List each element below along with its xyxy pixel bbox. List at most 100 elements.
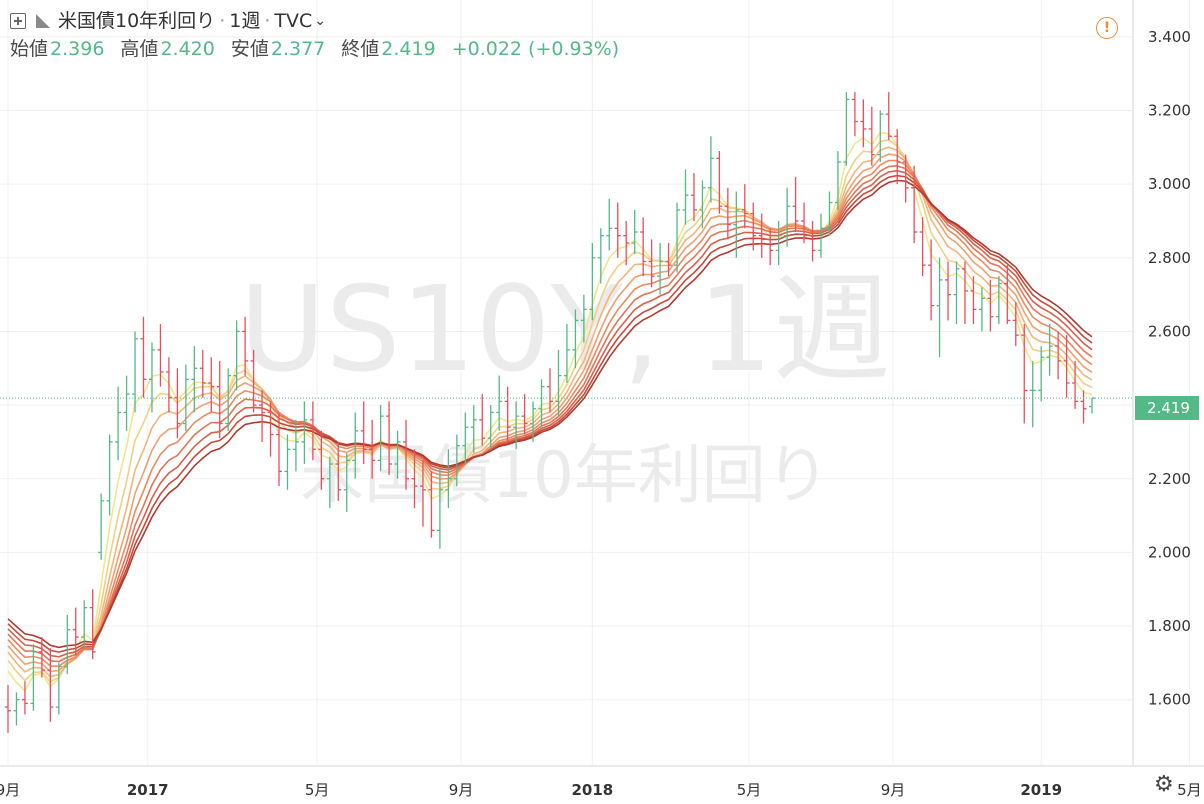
ohlc-bar <box>30 644 37 711</box>
ohlc-bar <box>1063 335 1070 398</box>
price-axis[interactable]: 3.4003.2003.0002.8002.6002.4002.2002.000… <box>1148 28 1191 709</box>
ema-line <box>7 159 1093 667</box>
ema-line <box>7 169 1093 658</box>
ohlc-bar <box>733 191 740 258</box>
plus-icon[interactable] <box>10 13 26 29</box>
ohlc-bar <box>970 276 977 325</box>
last-price-tag: 2.419 <box>1135 396 1199 420</box>
ohlc-bar <box>1038 346 1045 402</box>
ohlc-bar <box>1080 390 1087 424</box>
price-tick-label: 2.600 <box>1148 322 1191 340</box>
low-label: 安値 <box>230 38 269 60</box>
symbol-row: 米国債10年利回り · 1週 · TVC ⌄ <box>10 8 635 34</box>
ohlc-bar <box>724 187 731 240</box>
open-value: 2.396 <box>50 38 105 60</box>
ohlc-bar <box>530 401 537 442</box>
ema-line <box>7 153 1093 673</box>
ohlc-bar <box>343 452 350 512</box>
ohlc-bar <box>1055 331 1062 380</box>
ohlc-bar <box>1021 324 1028 424</box>
ohlc-bar <box>623 220 630 266</box>
watermark: US10Y, 1週 米国債10年利回り <box>239 260 891 513</box>
ohlc-bar <box>682 169 689 225</box>
ohlc-bar <box>580 294 587 343</box>
high-label: 高値 <box>120 38 159 60</box>
ohlc-legend: 始値 2.396 高値 2.420 安値 2.377 終値 2.419 +0.022 (… <box>10 36 635 62</box>
time-axis[interactable]: 9月 2017 5月 9月 2018 5月 9月 2019 5月 <box>0 781 1202 799</box>
ohlc-bar <box>64 615 71 674</box>
ohlc-bar <box>919 217 926 277</box>
ohlc-bar <box>961 261 968 325</box>
ohlc-bar <box>47 648 54 722</box>
ohlc-bar <box>225 368 232 431</box>
ohlc-bar <box>665 243 672 277</box>
ohlc-bar <box>335 441 342 501</box>
ohlc-bar <box>148 342 155 413</box>
ohlc-bar <box>5 684 11 733</box>
ohlc-bar <box>81 600 88 649</box>
ohlc-bar <box>21 681 28 715</box>
ohlc-bar <box>250 349 257 413</box>
ohlc-bar <box>1046 324 1053 376</box>
ohlc-bar <box>292 419 299 472</box>
ohlc-bar <box>403 419 410 490</box>
change-value: +0.022 (+0.93%) <box>451 38 620 60</box>
ohlc-bar <box>13 692 20 726</box>
ohlc-bar <box>826 191 833 236</box>
interval-label[interactable]: 1週 <box>229 10 261 32</box>
ohlc-bar <box>233 320 240 391</box>
ohlc-bar <box>436 467 443 549</box>
ohlc-bar <box>563 324 570 383</box>
time-tick-label: 9月 <box>0 781 20 799</box>
flag-icon[interactable] <box>36 14 50 28</box>
ohlc-bar <box>1029 360 1036 428</box>
ohlc-bar <box>657 243 664 295</box>
ohlc-bar <box>648 239 655 288</box>
high-value: 2.420 <box>160 38 215 60</box>
open-label: 始値 <box>10 38 49 60</box>
ohlc-bar <box>513 401 520 450</box>
alert-icon[interactable]: ! <box>1096 17 1118 39</box>
ohlc-bar <box>140 316 147 398</box>
ohlc-bar <box>936 257 943 358</box>
ohlc-bar <box>72 607 79 656</box>
time-tick-label: 5月 <box>1177 781 1202 799</box>
close-label: 終値 <box>341 38 380 60</box>
ohlc-bar <box>165 357 172 413</box>
ohlc-bar <box>555 349 562 417</box>
source-label[interactable]: TVC <box>274 10 313 32</box>
gear-icon[interactable]: ⚙ <box>1154 772 1174 797</box>
ohlc-bar <box>767 228 774 266</box>
price-tick-label: 1.600 <box>1148 691 1191 709</box>
ohlc-bar <box>1089 397 1095 414</box>
time-tick-label: 9月 <box>449 781 474 799</box>
ohlc-bar <box>945 261 952 321</box>
symbol-title[interactable]: 米国債10年利回り <box>58 10 216 32</box>
ohlc-bar <box>885 92 892 140</box>
ohlc-bar <box>428 471 435 538</box>
ohlc-bar <box>309 401 316 461</box>
ohlc-bar <box>38 637 45 678</box>
price-tick-label: 2.200 <box>1148 470 1191 488</box>
ohlc-bar <box>631 209 638 255</box>
ohlc-bar <box>674 202 681 273</box>
ohlc-bar <box>707 136 714 203</box>
ohlc-bar <box>369 419 376 479</box>
ohlc-bar <box>902 154 909 203</box>
ohlc-bar <box>386 401 393 476</box>
ohlc-bar <box>259 390 266 442</box>
ohlc-bar <box>377 405 384 472</box>
ohlc-bar <box>182 364 189 431</box>
ema-line <box>7 179 1093 649</box>
chevron-down-icon[interactable]: ⌄ <box>314 13 326 29</box>
price-tick-label: 3.200 <box>1148 101 1191 119</box>
separator: · <box>264 10 271 32</box>
ohlc-bar <box>301 401 308 465</box>
ohlc-bar <box>462 412 469 465</box>
ohlc-bar <box>987 279 994 332</box>
ohlc-bar <box>98 493 105 560</box>
ohlc-bar <box>775 220 782 266</box>
ohlc-bar <box>572 309 579 369</box>
ohlc-bar <box>326 456 333 509</box>
